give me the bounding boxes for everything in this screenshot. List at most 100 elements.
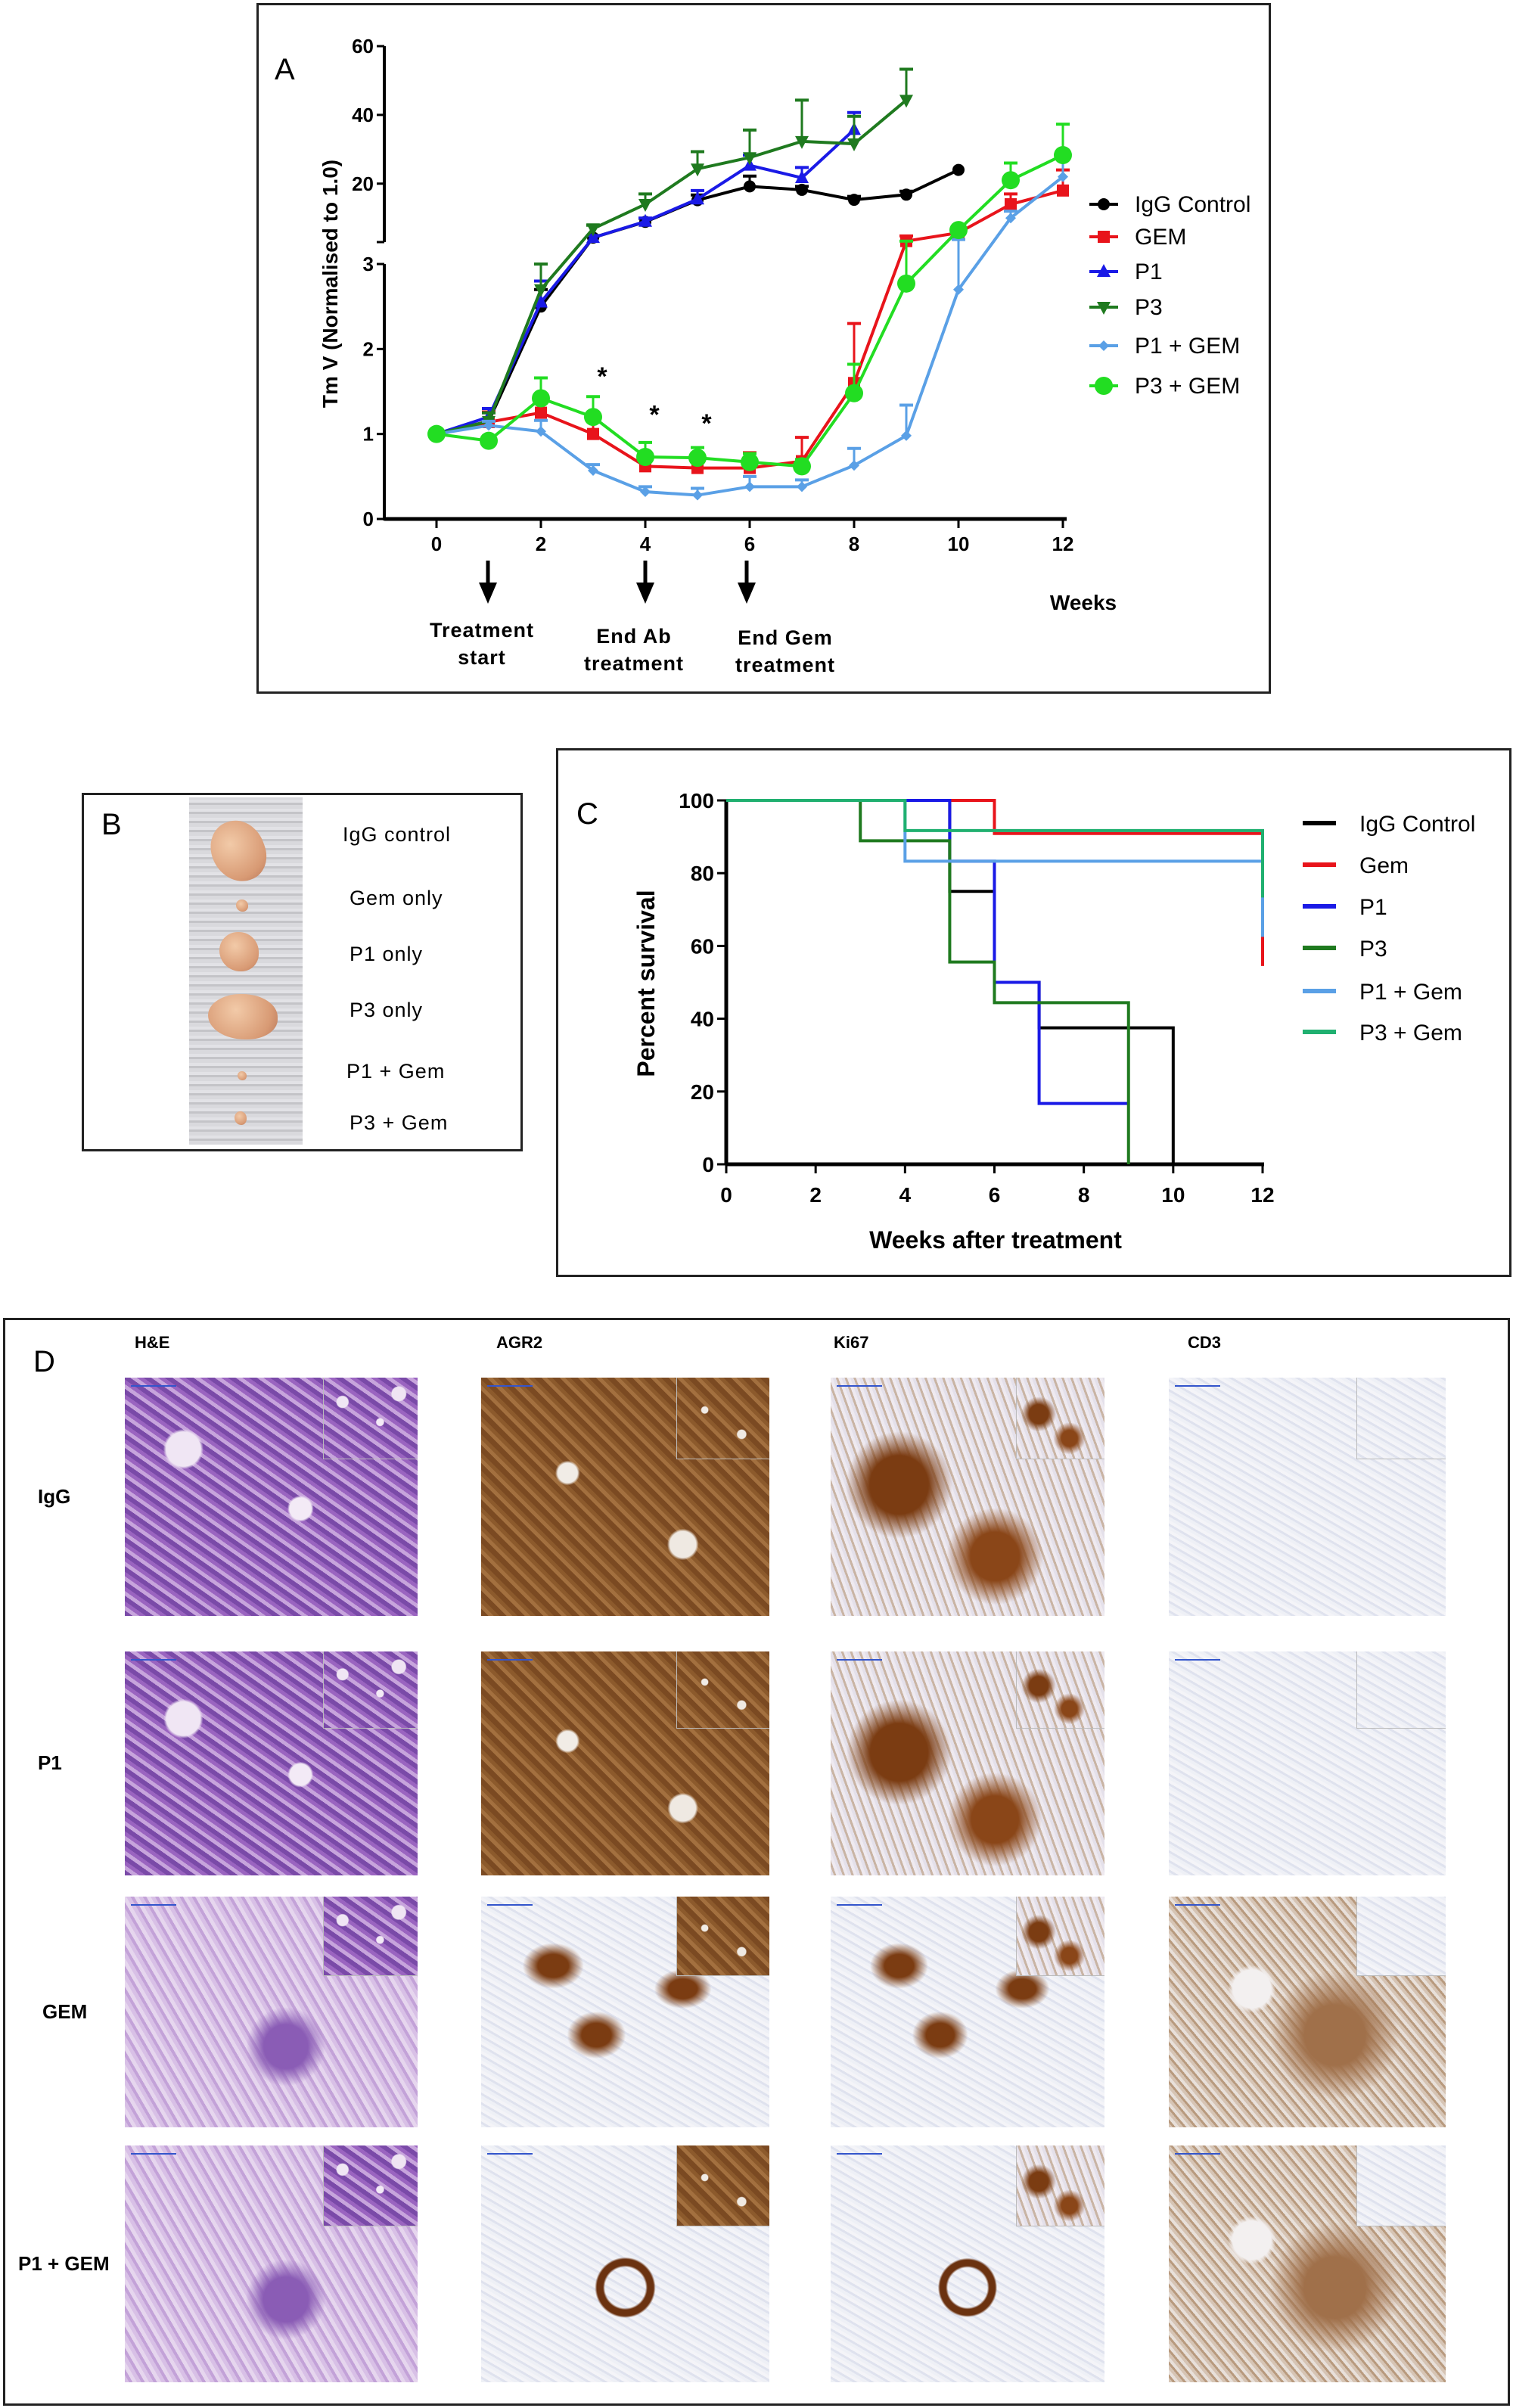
survival-curve-p3 [726,799,1130,1164]
significance-asterisk: * [649,401,660,430]
legend-marker [1097,302,1111,315]
histology-image [831,1897,1104,2127]
x-tick-label: 2 [809,1183,822,1207]
series-line-igg [436,168,959,436]
timeline-label: treatment [735,654,835,676]
row-label: P1 + GEM [18,2251,110,2275]
scale-bar [487,2153,533,2155]
x-axis-label: Weeks [1050,591,1117,614]
data-point [899,95,913,108]
data-point [845,384,863,402]
legend-marker [1098,231,1110,243]
magnified-inset [1016,1651,1104,1729]
series-line-p3gem [436,154,1064,468]
legend-label: P3 [1359,937,1387,962]
x-tick-label: 10 [1161,1183,1185,1207]
scale-bar [131,2153,176,2155]
data-point [952,163,965,176]
legend-label: P3 + Gem [1359,1021,1462,1046]
histology-image [1169,1897,1446,2127]
data-point [1005,198,1017,211]
y-tick-label: 100 [679,789,714,813]
histology-image [481,2145,769,2382]
timeline-label: End Gem [738,626,833,649]
magnified-inset [676,1897,769,1976]
timeline-label: End Ab [596,625,672,648]
label-p1-gem: P1 + Gem [346,1060,446,1083]
histology-image [481,1651,769,1875]
timeline-label: Treatment [430,619,534,642]
x-tick-label: 8 [849,533,859,555]
scale-bar [837,1385,882,1387]
scale-bar [131,1659,176,1661]
magnified-inset [676,2145,769,2227]
data-point [691,163,704,177]
legend-label: IgG Control [1135,192,1250,217]
timeline-label: treatment [584,652,684,675]
data-point [900,188,912,201]
column-header: H&E [135,1333,170,1352]
histology-image [125,1378,418,1616]
column-header: CD3 [1188,1333,1222,1352]
data-point [638,213,652,227]
scale-bar [487,1904,533,1906]
data-point [638,199,652,213]
magnified-inset [676,1378,769,1460]
scale-bar [837,2153,882,2155]
x-tick-label: 10 [948,533,970,555]
magnified-inset [1016,2145,1104,2227]
data-point [1058,171,1068,182]
data-point [741,452,759,471]
label-gem-only: Gem only [350,887,443,909]
data-point [949,221,968,240]
legend-label: P1 [1359,895,1387,920]
data-point [1005,213,1016,224]
y-axis-label: Percent survival [632,890,660,1077]
data-point [427,424,446,443]
data-point [848,194,860,207]
label-p3-gem: P3 + Gem [350,1111,449,1134]
y-tick-label: 60 [352,35,374,57]
histology-image [831,1651,1104,1875]
row-label: GEM [42,1999,88,2023]
data-point [636,447,654,466]
magnified-inset [1356,1651,1446,1729]
significance-asterisk: * [597,362,607,391]
panel-label-c: C [576,797,598,831]
y-tick-label: 80 [691,862,714,885]
histology-image [481,1378,769,1616]
tumor-gem [236,900,248,912]
magnified-inset [1356,1378,1446,1460]
data-point [483,420,494,431]
legend-marker [1097,264,1111,277]
x-tick-label: 4 [640,533,651,555]
x-tick-label: 0 [720,1183,732,1207]
data-point [688,449,707,468]
legend-marker [1095,377,1113,395]
histology-image [125,2145,418,2382]
data-point [534,284,548,297]
y-tick-label: 40 [352,104,374,126]
panel-c [556,748,1511,1277]
data-point [793,457,811,476]
legend-label: P3 + GEM [1135,374,1240,399]
y-tick-label: 3 [363,253,374,275]
legend-label: GEM [1135,225,1186,250]
legend-label: P3 [1135,295,1163,320]
tumor-photo [189,797,303,1145]
scale-bar [487,1385,533,1387]
x-tick-label: 6 [744,533,755,555]
histology-image [831,1378,1104,1616]
panel-label-d: D [33,1345,55,1378]
scale-bar [1175,2153,1220,2155]
y-tick-label: 60 [691,934,714,958]
timeline-arrowhead [479,583,497,604]
data-point [797,481,807,492]
data-point [795,170,809,184]
histology-image [125,1897,418,2127]
timeline-arrowhead [738,583,756,604]
panel-label-b: B [101,808,122,841]
series-line-p1 [436,128,856,436]
magnified-inset [676,1651,769,1729]
scale-bar [837,1904,882,1906]
